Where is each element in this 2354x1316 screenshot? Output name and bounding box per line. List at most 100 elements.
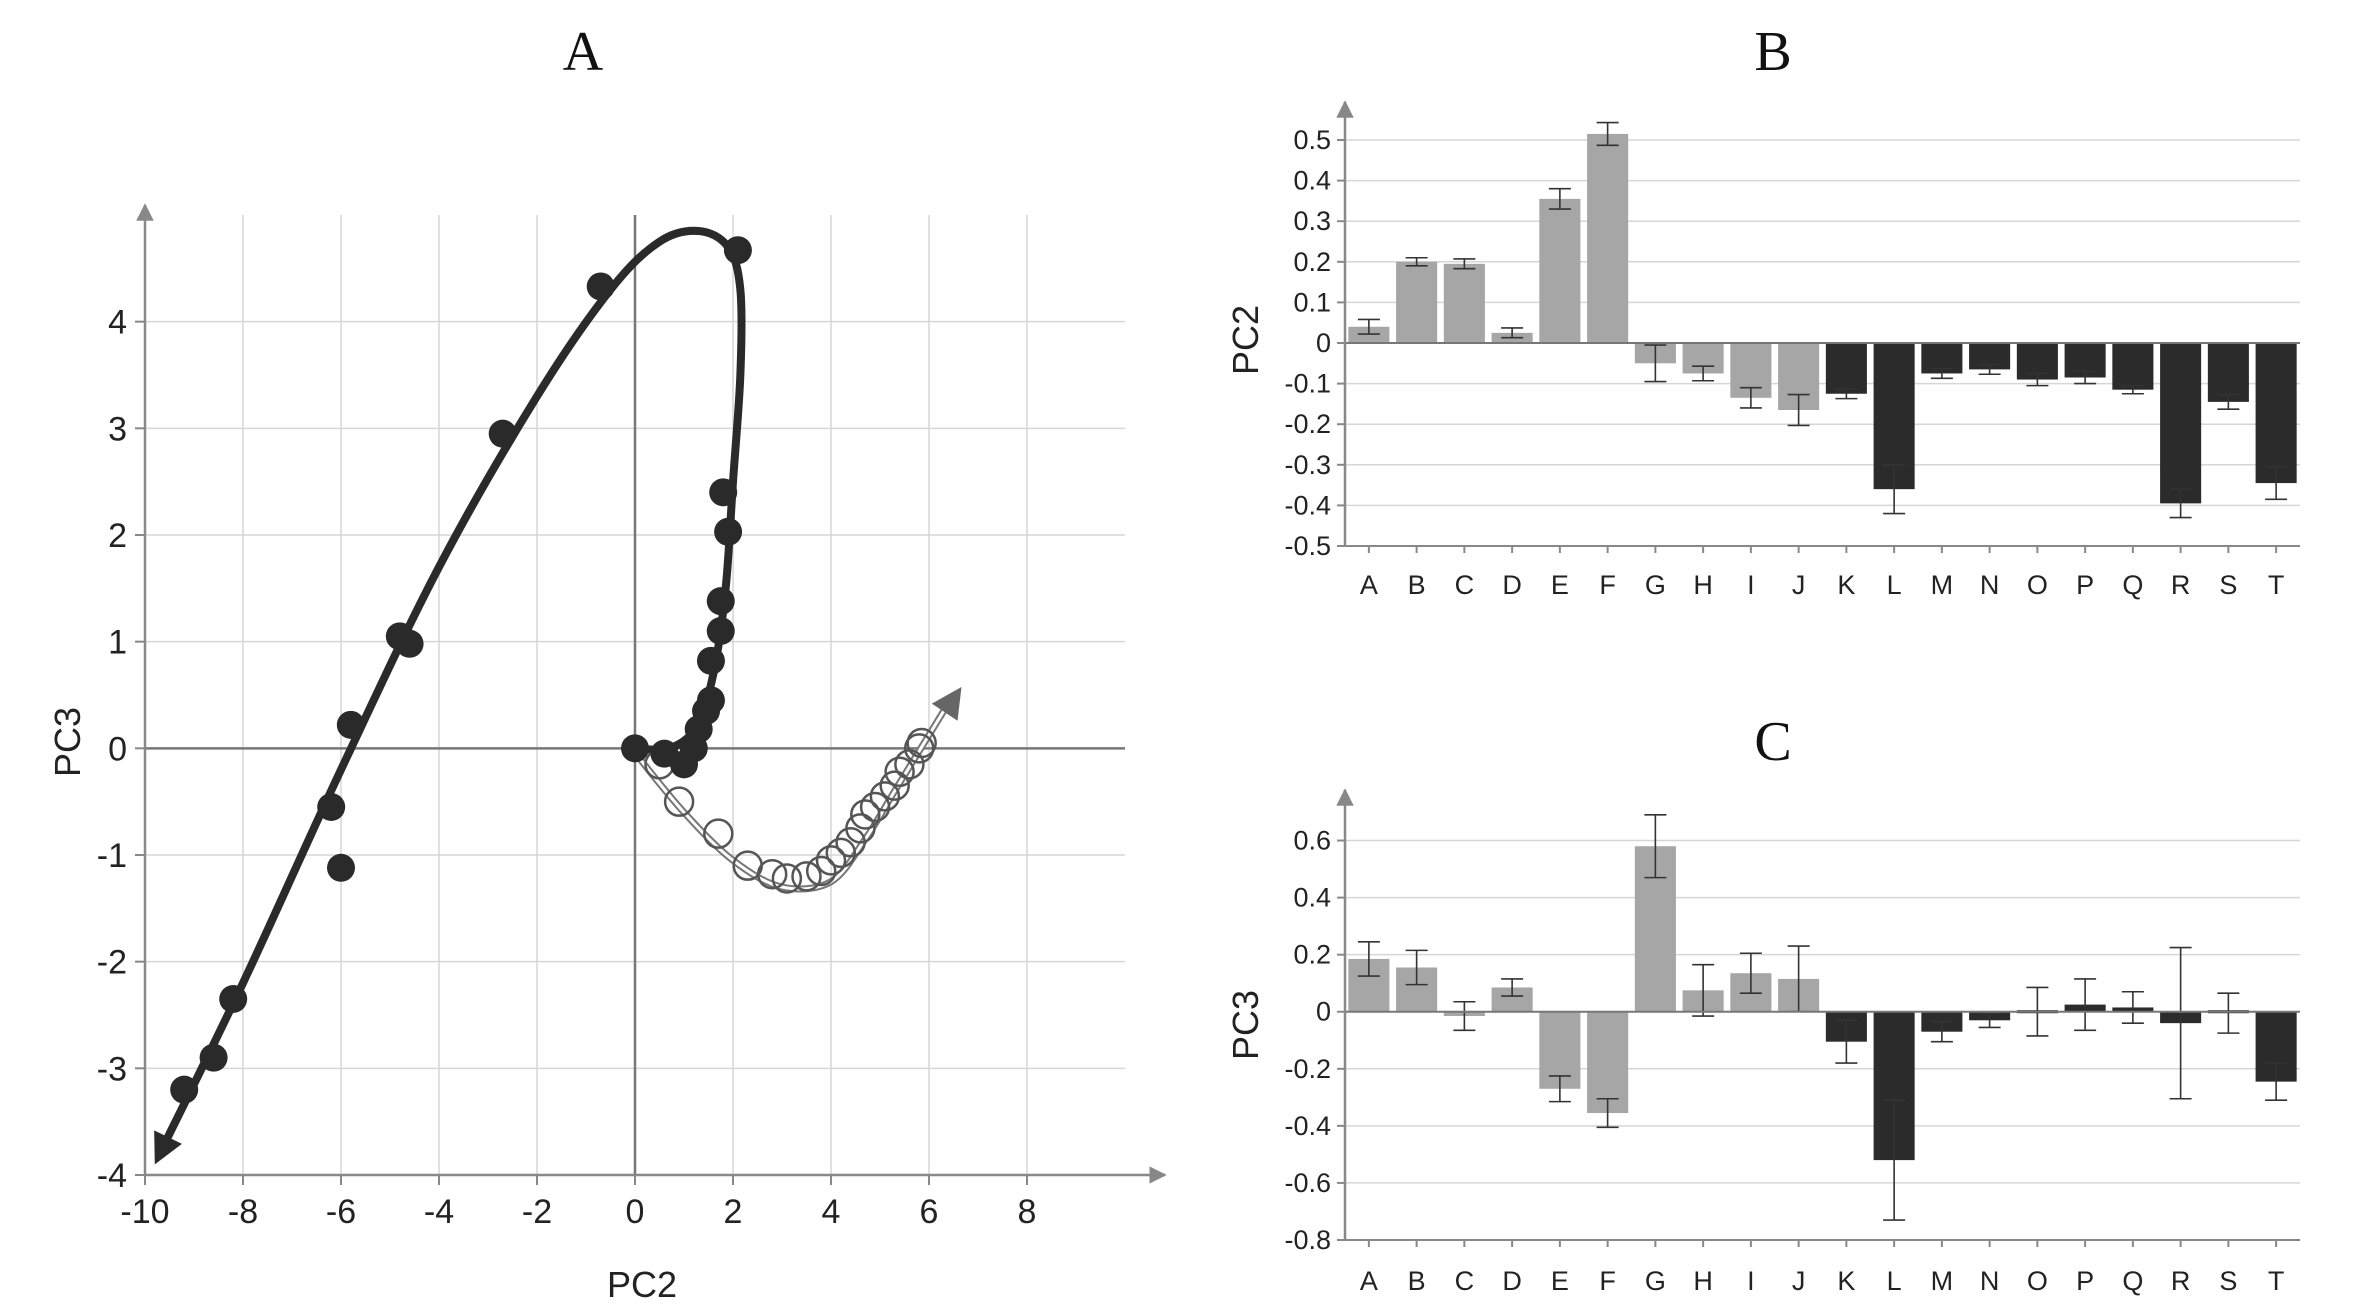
panel-a-points xyxy=(170,236,937,1104)
panel-a-label: A xyxy=(563,21,604,83)
filled-series-fit-curve xyxy=(155,226,746,1158)
open-data-point xyxy=(859,791,891,823)
x-category-label: F xyxy=(1599,1266,1616,1296)
filled-data-point xyxy=(170,1075,199,1104)
x-tick-label: 8 xyxy=(1018,1193,1037,1231)
panel-b-y-axis-title: PC2 xyxy=(1225,305,1266,375)
y-tick-label: -3 xyxy=(97,1050,127,1088)
open-data-point xyxy=(879,770,910,801)
y-tick-label: 0.5 xyxy=(1293,125,1331,155)
x-tick-label: -10 xyxy=(120,1193,169,1231)
open-series-arrowhead xyxy=(931,687,962,721)
bar-F xyxy=(1587,1011,1629,1114)
panel-b-tick-labels: 0.5 0.4 0.3 0.2 0.1 0 -0.1 -0.2 -0.3 -0.4 -0.5 A B C D… xyxy=(1284,125,2284,600)
x-category-label: S xyxy=(2219,1266,2237,1296)
x-tick-label: -4 xyxy=(424,1193,454,1231)
x-tick-label: 4 xyxy=(822,1193,841,1231)
x-category-label: N xyxy=(1980,570,2000,600)
bar-E xyxy=(1539,198,1581,343)
x-category-label: A xyxy=(1360,1266,1378,1296)
x-category-label: E xyxy=(1551,570,1569,600)
x-category-label: B xyxy=(1408,1266,1426,1296)
open-data-point xyxy=(663,786,695,817)
panel-a-axes xyxy=(135,203,1167,1185)
bar-C xyxy=(1443,263,1485,343)
y-tick-label: -0.3 xyxy=(1284,450,1331,480)
x-category-label: C xyxy=(1455,1266,1475,1296)
panel-c-label: C xyxy=(1754,711,1791,773)
panel-c-bars xyxy=(1348,814,2297,1221)
filled-data-point xyxy=(714,517,743,546)
panel-c-y-axis-title: PC3 xyxy=(1225,990,1266,1060)
y-tick-label: -4 xyxy=(97,1157,127,1195)
x-tick-label: -6 xyxy=(326,1193,356,1231)
panel-c-bar-chart: C 0.60.40.20-0.2-0.4-0.6-0.8A B C D E F G H I J K L… xyxy=(1225,711,2300,1296)
x-category-label: B xyxy=(1408,570,1426,600)
filled-data-point xyxy=(650,739,679,768)
x-category-label: M xyxy=(1931,1266,1954,1296)
x-category-label: G xyxy=(1645,1266,1666,1296)
open-data-point xyxy=(825,837,857,869)
filled-data-point xyxy=(336,710,365,739)
filled-data-point xyxy=(696,646,725,675)
filled-data-point xyxy=(723,236,752,265)
x-category-label: P xyxy=(2076,1266,2094,1296)
y-tick-label: 0.6 xyxy=(1293,826,1331,856)
open-data-point xyxy=(815,845,847,876)
x-category-label: K xyxy=(1837,1266,1855,1296)
filled-data-point xyxy=(199,1043,228,1072)
y-tick-label: 0.1 xyxy=(1293,287,1331,317)
x-category-label: C xyxy=(1455,570,1475,600)
x-category-label: J xyxy=(1792,1266,1806,1296)
filled-data-point xyxy=(586,272,615,301)
x-category-label: D xyxy=(1502,570,1522,600)
open-data-point xyxy=(771,863,803,894)
panel-a-y-axis-title: PC3 xyxy=(47,707,88,777)
panel-a-fit-curves xyxy=(154,226,962,1165)
y-tick-label: -0.6 xyxy=(1284,1168,1331,1198)
panel-a-x-axis-title: PC2 xyxy=(607,1264,677,1305)
x-category-label: Q xyxy=(2122,570,2143,600)
y-tick-label: -0.4 xyxy=(1284,490,1331,520)
open-data-point xyxy=(903,733,935,764)
bar-R xyxy=(2160,343,2202,504)
y-tick-label: 1 xyxy=(108,624,127,662)
panel-c-grid xyxy=(1345,839,2300,1241)
y-tick-label: 2 xyxy=(108,517,127,555)
x-category-label: R xyxy=(2171,570,2191,600)
open-data-point xyxy=(756,858,788,890)
x-tick-label: 0 xyxy=(626,1193,645,1231)
x-category-label: I xyxy=(1747,570,1755,600)
bar-Q xyxy=(2112,343,2154,390)
filled-data-point xyxy=(621,734,649,763)
filled-data-point xyxy=(488,419,517,448)
x-category-label: O xyxy=(2027,1266,2048,1296)
bar-T xyxy=(2255,343,2297,484)
y-tick-label: -0.2 xyxy=(1284,1054,1331,1084)
y-tick-label: -0.8 xyxy=(1284,1225,1331,1255)
y-tick-label: 0.2 xyxy=(1293,247,1331,277)
x-category-label: F xyxy=(1599,570,1616,600)
open-data-point xyxy=(703,818,734,849)
bar-F xyxy=(1587,133,1629,343)
x-category-label: S xyxy=(2219,570,2237,600)
y-tick-label: 4 xyxy=(108,304,127,342)
y-tick-label: 0.2 xyxy=(1293,940,1331,970)
x-category-label: R xyxy=(2171,1266,2191,1296)
y-tick-label: -0.1 xyxy=(1284,369,1331,399)
x-category-label: P xyxy=(2076,570,2094,600)
bar-A xyxy=(1348,326,1390,343)
x-category-label: K xyxy=(1837,570,1855,600)
x-category-label: T xyxy=(2268,1266,2285,1296)
panel-c-tick-labels: 0.6 0.4 0.2 0 -0.2 -0.4 -0.6 -0.8 A B C D E F G H I J K L M N… xyxy=(1284,826,2284,1296)
x-category-label: I xyxy=(1747,1266,1755,1296)
x-category-label: O xyxy=(2027,570,2048,600)
x-category-label: J xyxy=(1792,570,1806,600)
filled-data-point xyxy=(219,985,248,1013)
x-category-label: L xyxy=(1887,570,1902,600)
panel-c-axes xyxy=(1336,788,2300,1247)
bar-S xyxy=(2207,343,2249,402)
x-category-label: T xyxy=(2268,570,2285,600)
x-tick-label: 2 xyxy=(724,1193,743,1231)
